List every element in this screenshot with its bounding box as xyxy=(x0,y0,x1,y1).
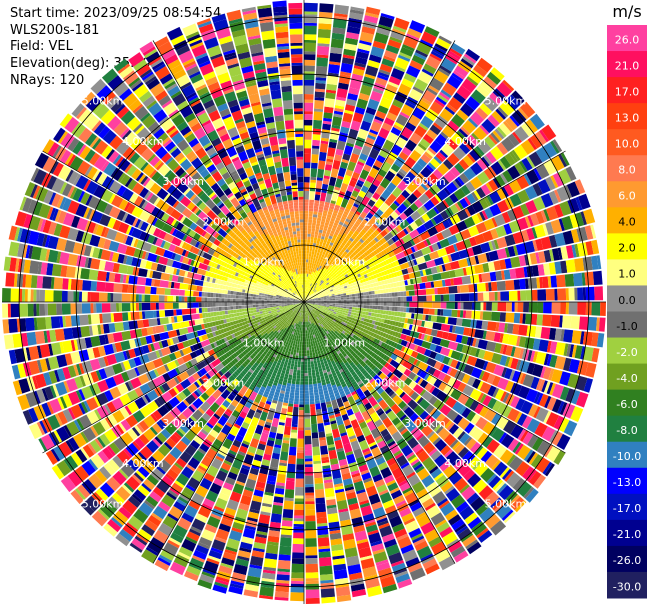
colorbar-segment xyxy=(607,285,647,312)
colorbar-tick-label: -4.0 xyxy=(616,372,637,385)
range-label: 5.00km xyxy=(485,497,527,510)
colorbar-segment xyxy=(607,51,647,78)
colorbar-segment xyxy=(607,129,647,156)
range-label: 1.00km xyxy=(324,256,366,269)
colorbar-segment xyxy=(607,363,647,391)
range-grid xyxy=(2,0,606,604)
velocity-gates xyxy=(2,0,606,604)
colorbar-segment xyxy=(607,415,647,443)
azimuth-spoke xyxy=(303,301,566,454)
colorbar-tick-label: -13.0 xyxy=(613,476,641,489)
colorbar-segment xyxy=(607,155,647,182)
colorbar-ticks: 26.0 21.0 17.0 13.0 10.0 8.0 6.0 4.0 2.0 1.0 0.0 -1… xyxy=(613,33,641,593)
colorbar-segment xyxy=(607,233,647,260)
azimuth-spoke xyxy=(42,150,305,303)
colorbar-segment xyxy=(607,25,647,52)
colorbar-segment xyxy=(607,337,647,365)
colorbar-segment xyxy=(607,77,647,104)
colorbar-tick-label: 26.0 xyxy=(615,33,640,46)
colorbar-tick-label: 8.0 xyxy=(618,164,636,177)
colorbar-unit: m/s xyxy=(612,2,641,21)
azimuth-spoke xyxy=(152,301,305,564)
colorbar-tick-label: 17.0 xyxy=(615,85,640,98)
colorbar-segments xyxy=(607,25,647,599)
colorbar-segment xyxy=(607,389,647,417)
colorbar-segment xyxy=(607,441,647,469)
field-label: Field: VEL xyxy=(10,39,73,54)
colorbar-tick-label: 21.0 xyxy=(615,59,640,72)
colorbar-tick-label: -26.0 xyxy=(613,554,641,567)
range-label: 3.00km xyxy=(162,175,204,188)
colorbar-segment xyxy=(607,545,647,573)
range-label: 5.00km xyxy=(485,95,527,108)
colorbar-segment xyxy=(607,467,647,495)
colorbar-segment xyxy=(607,519,647,547)
azimuth-spoke xyxy=(42,301,305,454)
colorbar-tick-label: -2.0 xyxy=(616,346,637,359)
range-label: 4.00km xyxy=(444,135,486,148)
colorbar-segment xyxy=(607,103,647,130)
range-labels: 1.00km 1.00km 1.00km 1.00km 2.00km 2.00km 2.00… xyxy=(82,95,526,511)
colorbar-segment xyxy=(607,493,647,521)
colorbar-segment xyxy=(607,311,647,339)
azimuth-spoke xyxy=(152,40,305,303)
instrument-label: WLS200s-181 xyxy=(10,22,100,38)
colorbar-tick-label: 4.0 xyxy=(618,216,636,229)
range-label: 4.00km xyxy=(122,135,164,148)
range-label: 3.00km xyxy=(162,417,204,430)
start-time-label: Start time: 2023/09/25 08:54:54 xyxy=(10,6,222,21)
colorbar-tick-label: 0.0 xyxy=(618,294,636,307)
range-label: 2.00km xyxy=(203,377,245,390)
range-label: 5.00km xyxy=(82,95,124,108)
colorbar-tick-label: -6.0 xyxy=(616,398,637,411)
colorbar-tick-label: 2.0 xyxy=(618,242,636,255)
colorbar-segment xyxy=(607,181,647,208)
colorbar-tick-label: -8.0 xyxy=(616,424,637,437)
range-label: 4.00km xyxy=(122,457,164,470)
colorbar-segment xyxy=(607,207,647,234)
colorbar-segment xyxy=(607,259,647,286)
range-label: 2.00km xyxy=(364,377,406,390)
colorbar-segment xyxy=(607,571,647,599)
colorbar-tick-label: -10.0 xyxy=(613,450,641,463)
colorbar-tick-label: 6.0 xyxy=(618,190,636,203)
range-label: 4.00km xyxy=(444,457,486,470)
azimuth-spoke xyxy=(303,150,566,303)
colorbar-tick-label: -21.0 xyxy=(613,528,641,541)
range-label: 2.00km xyxy=(364,215,406,228)
nrays-label: NRays: 120 xyxy=(10,73,85,88)
colorbar-tick-label: 13.0 xyxy=(615,111,640,124)
colorbar-tick-label: 10.0 xyxy=(615,138,640,151)
colorbar-tick-label: 1.0 xyxy=(618,268,636,281)
range-label: 3.00km xyxy=(404,417,446,430)
range-label: 1.00km xyxy=(324,336,366,349)
range-label: 1.00km xyxy=(243,256,285,269)
range-label: 1.00km xyxy=(243,336,285,349)
range-label: 5.00km xyxy=(82,497,124,510)
colorbar-tick-label: -1.0 xyxy=(616,320,637,333)
azimuth-spoke xyxy=(303,301,456,564)
azimuth-spoke xyxy=(303,40,456,303)
colorbar-tick-label: -17.0 xyxy=(613,502,641,515)
colorbar-tick-label: -30.0 xyxy=(613,580,641,593)
range-label: 3.00km xyxy=(404,175,446,188)
range-label: 2.00km xyxy=(203,215,245,228)
